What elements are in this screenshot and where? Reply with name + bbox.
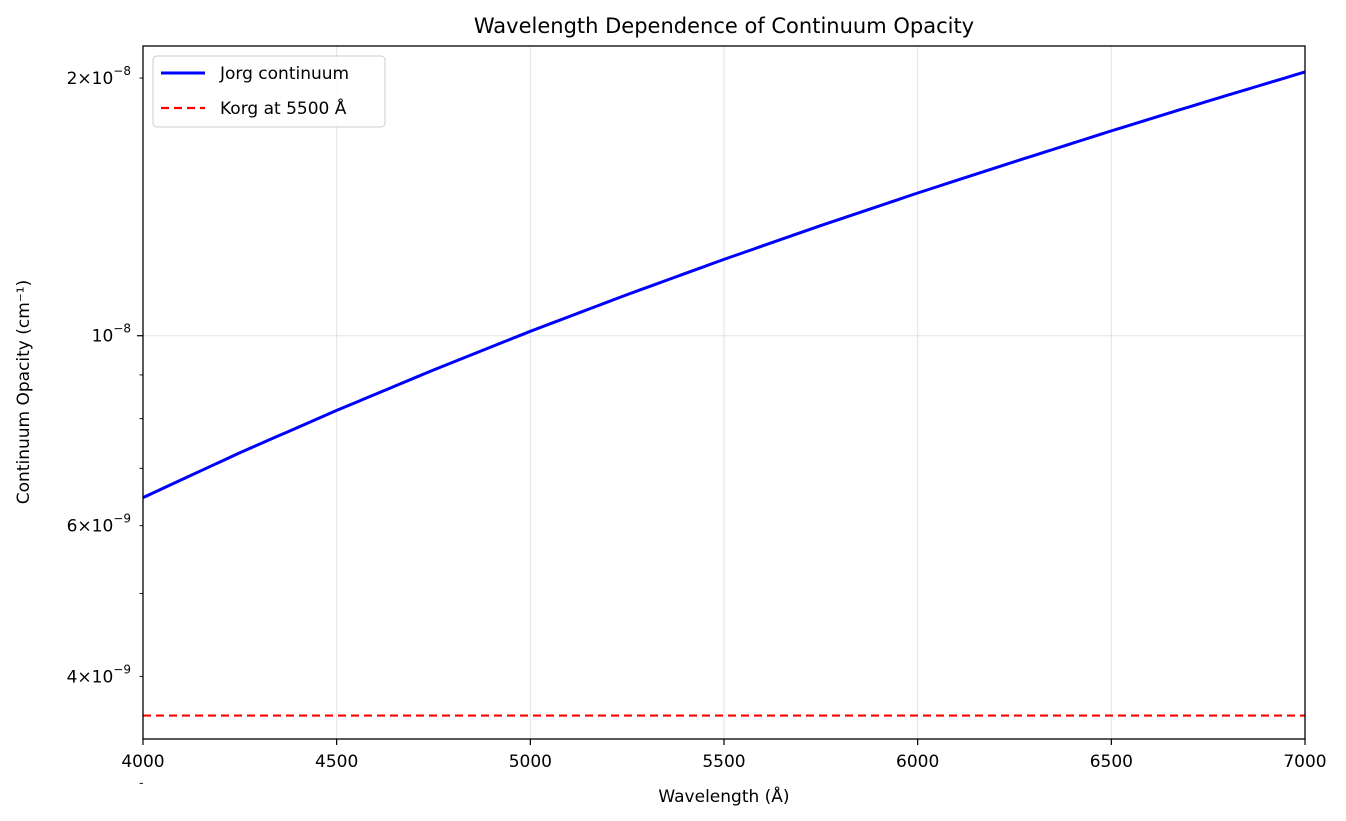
- legend-label-korg: Korg at 5500 Å: [220, 97, 347, 119]
- y-axis: 10−82×10−86×10−94×10−9: [67, 64, 143, 784]
- y-tick-base: 10: [92, 667, 114, 687]
- y-tick-base: 10: [92, 69, 114, 89]
- y-tick-mantissa: 6: [67, 517, 78, 537]
- y-tick-label: 10−8: [92, 322, 131, 347]
- series-line-jorg: [142, 70, 1306, 499]
- legend-box: [152, 55, 386, 128]
- plot-series: [142, 70, 1306, 717]
- x-axis-label: Wavelength (Å): [658, 785, 789, 807]
- chart-title: Wavelength Dependence of Continuum Opaci…: [474, 14, 974, 38]
- x-tick-label: 6000: [896, 752, 939, 772]
- y-tick-times: ×: [77, 667, 91, 687]
- y-tick-mantissa: 2: [67, 69, 78, 89]
- x-tick-label: 5000: [509, 752, 552, 772]
- y-axis-label: Continuum Opacity (cm⁻¹): [14, 280, 34, 504]
- x-tick-label: 7000: [1283, 752, 1326, 772]
- y-tick-times: ×: [77, 69, 91, 89]
- x-tick-label: 4500: [315, 752, 358, 772]
- y-tick-base: 10: [92, 327, 114, 347]
- y-tick-label: 6×10−9: [67, 512, 131, 537]
- x-tick-label: 5500: [702, 752, 745, 772]
- y-tick-exponent: −8: [113, 64, 131, 78]
- y-tick-base: 10: [92, 517, 114, 537]
- y-tick-times: ×: [77, 517, 91, 537]
- y-tick-mantissa: 4: [67, 667, 78, 687]
- y-tick-label: 2×10−8: [67, 64, 131, 89]
- y-tick-label: 4×10−9: [67, 662, 131, 687]
- y-tick-exponent: −9: [113, 662, 131, 676]
- legend: Jorg continuum Korg at 5500 Å: [152, 55, 386, 128]
- x-tick-label: 4000: [121, 752, 164, 772]
- legend-label-jorg: Jorg continuum: [219, 64, 349, 84]
- x-axis: 4000 4500 5000 5500 6000 6500 7000: [121, 739, 1327, 772]
- x-tick-label: 6500: [1090, 752, 1133, 772]
- y-tick-exponent: −9: [113, 512, 131, 526]
- y-tick-exponent: −8: [113, 322, 131, 336]
